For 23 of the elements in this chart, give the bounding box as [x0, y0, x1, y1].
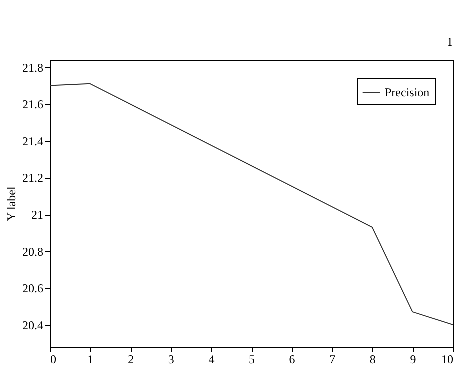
- text: 1: [447, 35, 453, 49]
- x-tick-label: 1: [88, 352, 94, 366]
- x-tick-label: 4: [208, 352, 215, 366]
- y-tick-label: 21.4: [22, 134, 44, 148]
- line-series: [50, 83, 453, 326]
- y-tick-label: 21.6: [22, 98, 44, 112]
- x-tick-label: 6: [289, 352, 296, 366]
- y-tick-label: 21.2: [22, 171, 44, 186]
- x-tick-label: 5: [249, 352, 255, 366]
- y-tick-label: 20.8: [22, 244, 44, 259]
- y-tick-label: 21: [32, 208, 44, 222]
- x-tick-label: 2: [128, 352, 134, 366]
- legend-label: Precision: [385, 86, 430, 100]
- x-tick-label: 10: [442, 352, 454, 366]
- x-tick-label: 7: [330, 352, 336, 366]
- x-tick-label: 3: [168, 352, 174, 366]
- y-tick-label: 20.6: [22, 282, 44, 296]
- x-tick-label: 8: [370, 352, 376, 366]
- y-axis-title: Y label: [4, 186, 18, 222]
- y-tick-label: 20.4: [22, 318, 44, 332]
- y-tick-label: 21.8: [22, 60, 44, 75]
- x-tick-label: 9: [410, 352, 416, 366]
- x-tick-label: 0: [50, 352, 56, 366]
